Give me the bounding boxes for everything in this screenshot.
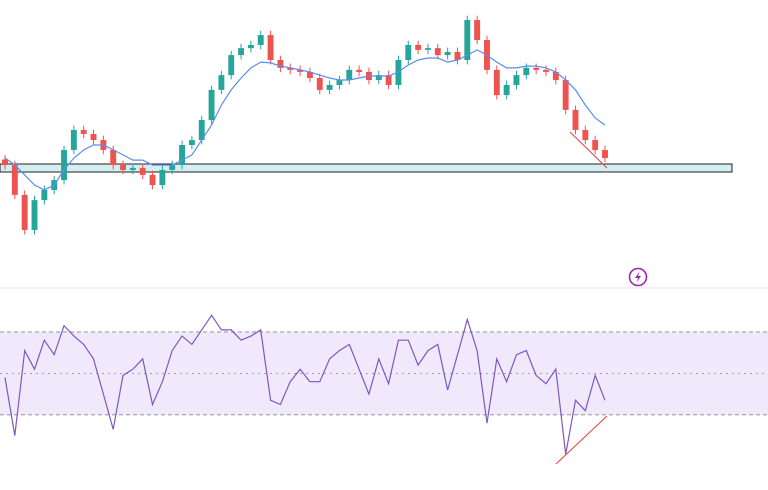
candle-body bbox=[247, 44, 254, 49]
candle-body bbox=[592, 140, 599, 150]
candle-body bbox=[513, 75, 520, 85]
candle-body bbox=[61, 149, 67, 181]
candle-body bbox=[2, 159, 8, 166]
candle-body bbox=[444, 51, 451, 56]
candle-body bbox=[297, 69, 304, 72]
candle-body bbox=[602, 149, 608, 159]
candle-body bbox=[582, 129, 589, 141]
candle-body bbox=[90, 133, 97, 141]
candle-body bbox=[198, 120, 205, 141]
candle-body bbox=[385, 75, 392, 85]
candle-body bbox=[533, 67, 540, 70]
candle-body bbox=[326, 84, 333, 90]
candle-body bbox=[238, 48, 245, 56]
candle-body bbox=[523, 67, 530, 76]
candle-body bbox=[572, 109, 579, 130]
price-panel bbox=[0, 15, 733, 235]
candle-body bbox=[277, 60, 284, 68]
candle-body bbox=[415, 44, 422, 50]
candle-body bbox=[425, 48, 431, 50]
rsi-panel bbox=[0, 314, 768, 455]
candle-body bbox=[120, 165, 126, 170]
candle-body bbox=[267, 35, 274, 61]
candle-body bbox=[228, 55, 235, 76]
candle-body bbox=[110, 149, 117, 166]
candle-body bbox=[70, 129, 77, 150]
trend-line bbox=[555, 415, 608, 465]
candle-body bbox=[464, 20, 471, 61]
candle-body bbox=[543, 69, 549, 72]
candle-body bbox=[208, 89, 215, 121]
trend-line bbox=[569, 131, 608, 169]
candle-body bbox=[41, 189, 48, 201]
candle-body bbox=[21, 194, 28, 230]
candle-body bbox=[356, 69, 363, 72]
candle-body bbox=[474, 20, 481, 41]
candle-body bbox=[139, 167, 146, 175]
candle-body bbox=[31, 200, 38, 230]
rsi-line bbox=[4, 314, 606, 455]
support-zone bbox=[0, 163, 733, 173]
candle-body bbox=[375, 75, 382, 81]
candle-body bbox=[306, 71, 313, 79]
candle-body bbox=[169, 165, 176, 170]
candle-body bbox=[159, 169, 166, 186]
candle-body bbox=[316, 78, 323, 90]
candle-body bbox=[129, 167, 136, 170]
candle-body bbox=[287, 67, 294, 70]
candle-body bbox=[257, 35, 264, 45]
candle-body bbox=[336, 80, 343, 85]
candle-body bbox=[552, 71, 559, 81]
candle-body bbox=[179, 145, 185, 166]
candle-body bbox=[218, 75, 225, 90]
candle-body bbox=[503, 84, 510, 96]
candle-body bbox=[562, 80, 569, 110]
candle-body bbox=[434, 48, 441, 56]
candle-body bbox=[188, 140, 195, 145]
candle-body bbox=[80, 129, 87, 134]
candle-body bbox=[454, 51, 461, 61]
moving-average bbox=[4, 49, 606, 191]
candle-body bbox=[405, 44, 412, 61]
alert-icon[interactable] bbox=[628, 267, 648, 287]
candle-body bbox=[11, 165, 18, 195]
candle-body bbox=[346, 69, 353, 81]
candle-body bbox=[149, 174, 156, 186]
candle-body bbox=[493, 69, 500, 96]
